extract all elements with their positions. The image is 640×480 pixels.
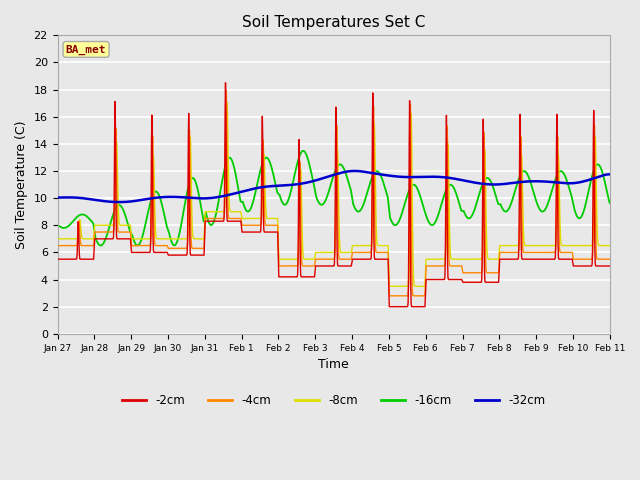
X-axis label: Time: Time — [318, 358, 349, 371]
Title: Soil Temperatures Set C: Soil Temperatures Set C — [242, 15, 426, 30]
Y-axis label: Soil Temperature (C): Soil Temperature (C) — [15, 120, 28, 249]
Legend: -2cm, -4cm, -8cm, -16cm, -32cm: -2cm, -4cm, -8cm, -16cm, -32cm — [117, 389, 550, 411]
Text: BA_met: BA_met — [66, 44, 106, 55]
